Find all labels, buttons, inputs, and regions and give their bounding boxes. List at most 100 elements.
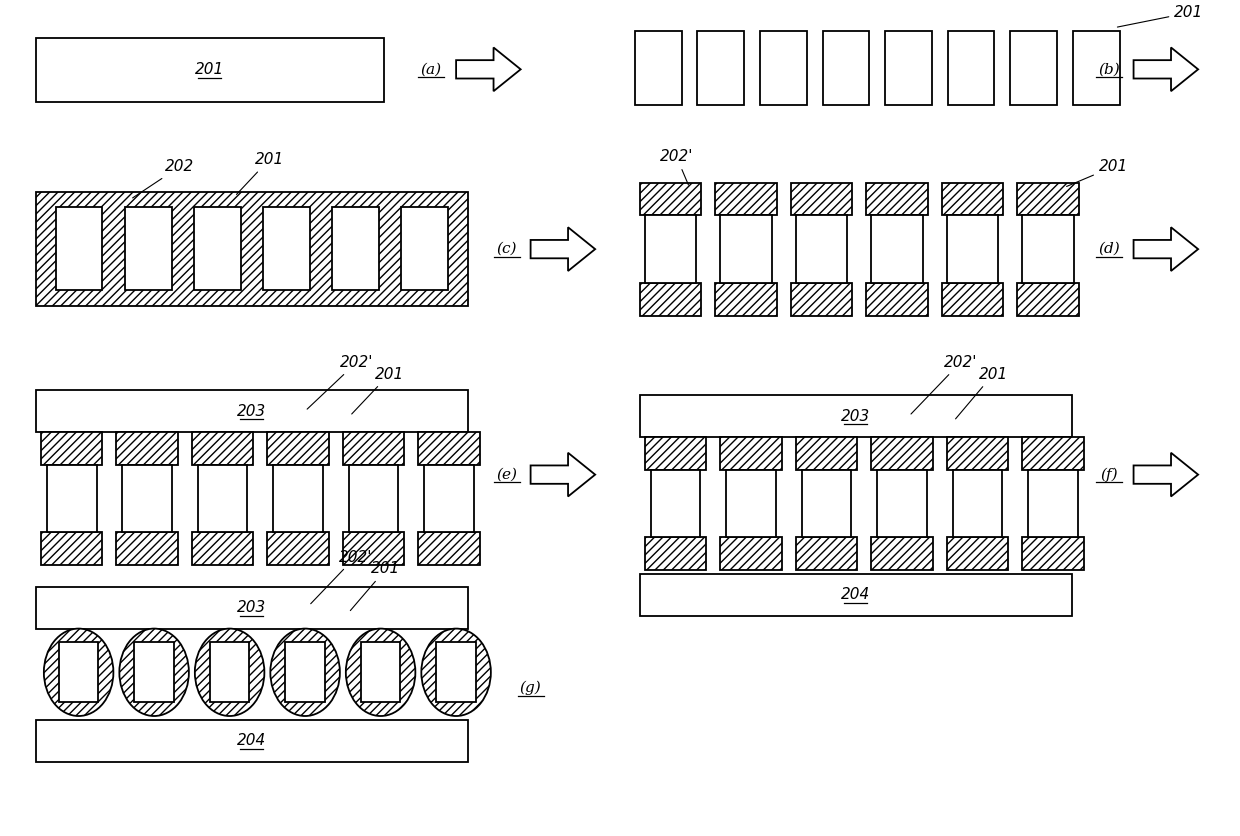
Text: (b): (b) [1097,63,1120,76]
Bar [640,574,1071,615]
Bar [791,182,852,216]
Bar [198,465,248,533]
Bar [1022,437,1084,470]
Bar [720,216,773,283]
Bar [273,465,322,533]
Bar [645,437,707,470]
Ellipse shape [43,629,113,716]
Bar [36,587,467,629]
Bar [332,207,379,290]
Bar [942,182,1003,216]
Bar [947,538,1008,570]
Bar [117,533,179,565]
Bar [125,207,171,290]
Ellipse shape [270,629,340,716]
Bar [760,31,807,105]
Text: 201: 201 [237,152,284,195]
Polygon shape [1133,453,1198,497]
Bar [210,643,249,702]
Text: 201: 201 [1117,5,1204,27]
Bar [715,182,777,216]
Bar [697,31,744,105]
Text: 204: 204 [237,733,267,748]
Bar [58,643,98,702]
Bar [802,470,852,538]
Bar [796,216,847,283]
Bar [645,216,697,283]
Bar [720,437,782,470]
Bar [796,538,857,570]
Bar [424,465,474,533]
Bar [36,390,467,432]
Bar [47,465,97,533]
Bar [402,207,448,290]
Ellipse shape [422,629,491,716]
Bar [867,283,928,316]
Bar [720,538,782,570]
Bar [942,283,1003,316]
Bar [192,533,253,565]
Bar [1022,216,1074,283]
Bar [872,437,932,470]
Bar [192,432,253,465]
Bar [193,207,241,290]
Bar [418,533,480,565]
Bar [1017,283,1079,316]
Bar [361,643,401,702]
Text: 201: 201 [956,367,1008,419]
Bar [947,216,998,283]
Text: 201: 201 [351,562,401,610]
Bar [715,283,777,316]
Text: 203: 203 [237,600,267,615]
Bar [342,533,404,565]
Text: 203: 203 [237,404,267,419]
Bar [947,437,1008,470]
Text: 202': 202' [911,354,977,414]
Bar [436,643,476,702]
Bar [268,432,329,465]
Bar [947,31,994,105]
Bar [285,643,325,702]
Text: 204: 204 [841,588,870,602]
Bar [56,207,103,290]
Bar [263,207,310,290]
Bar [41,533,103,565]
Bar [651,470,701,538]
Bar [872,538,932,570]
Text: 203: 203 [841,409,870,424]
Bar [418,432,480,465]
Polygon shape [456,48,521,91]
Bar [640,395,1071,437]
Text: (d): (d) [1097,242,1120,256]
Bar [635,31,682,105]
Bar [1073,31,1120,105]
Bar [117,432,179,465]
Bar [1028,470,1078,538]
Bar [348,465,398,533]
Ellipse shape [119,629,188,716]
Bar [822,31,869,105]
Text: 201: 201 [195,63,224,77]
Bar [134,643,174,702]
Polygon shape [531,227,595,271]
Bar [645,538,707,570]
Polygon shape [1133,48,1198,91]
Bar [867,182,928,216]
Text: (e): (e) [496,467,517,482]
Bar [1017,182,1079,216]
Ellipse shape [346,629,415,716]
Bar [36,720,467,762]
Bar [36,38,383,102]
Bar [727,470,776,538]
Bar [877,470,928,538]
Bar [342,432,404,465]
Text: (g): (g) [520,681,542,696]
Bar [885,31,932,105]
Bar [796,437,857,470]
Bar [41,432,103,465]
Text: 202: 202 [133,159,195,198]
Bar [268,533,329,565]
Ellipse shape [195,629,264,716]
Text: (a): (a) [420,63,441,76]
Polygon shape [531,453,595,497]
